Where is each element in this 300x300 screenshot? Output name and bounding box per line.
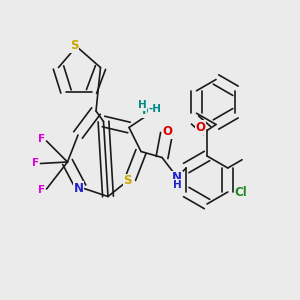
Text: F: F xyxy=(38,134,45,145)
Text: N: N xyxy=(74,182,84,195)
Text: S: S xyxy=(123,174,132,187)
Text: H: H xyxy=(138,100,147,110)
Text: S: S xyxy=(70,39,79,52)
Text: -H: -H xyxy=(148,104,162,115)
Text: O: O xyxy=(162,125,172,139)
Text: N: N xyxy=(172,171,182,184)
Text: Cl: Cl xyxy=(234,186,247,199)
Text: O: O xyxy=(195,121,206,134)
Text: N: N xyxy=(141,104,152,118)
Text: F: F xyxy=(38,184,45,195)
Text: F: F xyxy=(32,158,39,168)
Text: H: H xyxy=(172,179,182,190)
